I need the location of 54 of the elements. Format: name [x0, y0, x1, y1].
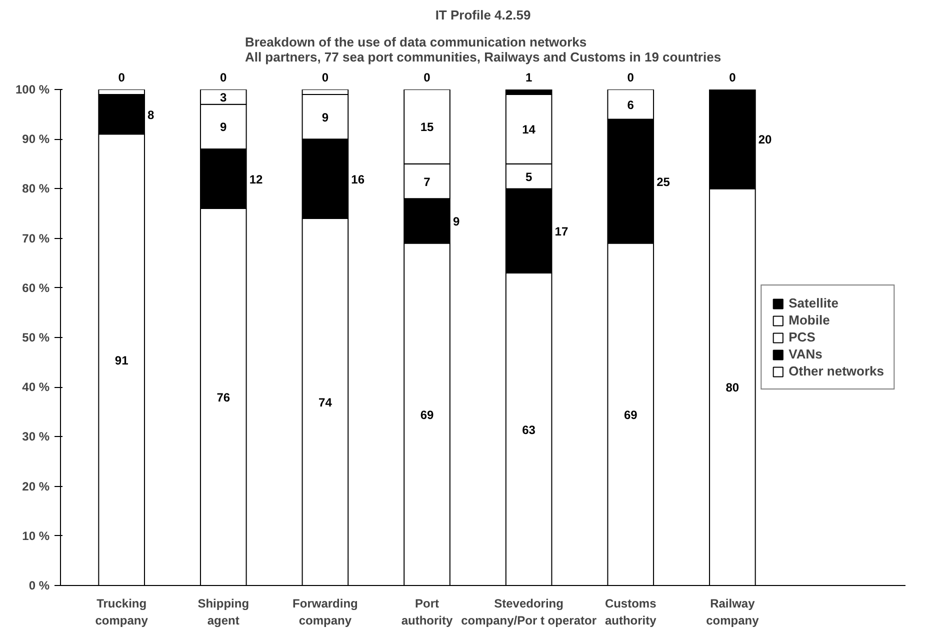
x-tick-label: Stevedoring company/Por t operator	[461, 596, 597, 628]
x-tick-label: Trucking company	[95, 596, 148, 628]
data-label: 8	[148, 108, 155, 122]
legend-label: Other networks	[788, 364, 884, 378]
x-tick-label: Customs authority	[604, 596, 657, 628]
legend-label: PCS	[788, 330, 816, 344]
x-tick-label: Shipping agent	[198, 596, 250, 628]
data-label: 25	[656, 174, 670, 189]
data-label: 7	[424, 174, 431, 189]
y-tick-label: 40 %	[22, 380, 50, 394]
y-tick-label: 10 %	[22, 528, 50, 543]
legend-label: VANs	[788, 346, 822, 362]
data-label: 0	[627, 70, 634, 84]
y-tick-label: 60 %	[22, 280, 50, 295]
data-label: 0	[424, 70, 431, 84]
legend-label: Satellite	[788, 296, 838, 310]
data-label: 80	[726, 380, 740, 395]
data-label: 69	[420, 408, 434, 422]
data-label: 15	[420, 120, 434, 134]
y-tick-label: 20 %	[22, 479, 50, 494]
data-label: 14	[522, 122, 536, 137]
chart-subtitle: Breakdown of the use of data communication networks All partners, 77 sea port communities, Railways and Customs in 19 countries	[244, 34, 722, 64]
data-label: 69	[624, 408, 638, 422]
x-tick-label: Railway company	[706, 596, 760, 628]
data-label: 9	[322, 110, 329, 124]
data-label: 20	[758, 132, 772, 147]
y-tick-label: 0 %	[28, 578, 50, 592]
data-label: 1	[525, 70, 532, 84]
data-label: 16	[351, 172, 365, 186]
data-label: 74	[318, 395, 332, 410]
data-label: 9	[220, 120, 228, 134]
chart-title: IT Profile 4.2.59	[435, 8, 531, 22]
y-tick-label: 90 %	[22, 132, 50, 146]
data-label: 76	[216, 390, 230, 405]
y-tick-label: 30 %	[22, 430, 50, 444]
data-label: 17	[554, 224, 568, 238]
data-label: 0	[118, 70, 126, 84]
data-label: 6	[627, 98, 634, 112]
data-label: 0	[322, 70, 329, 84]
data-label: 0	[220, 70, 228, 84]
data-label: 91	[114, 353, 129, 368]
legend-label: Mobile	[788, 312, 830, 328]
data-label: 63	[522, 422, 536, 437]
data-label: 5	[525, 170, 532, 184]
x-tick-label: Forwarding company	[292, 596, 358, 628]
data-label: 0	[729, 70, 736, 84]
y-tick-label: 50 %	[22, 330, 50, 344]
data-label: 9	[452, 214, 460, 228]
y-tick-label: 80 %	[22, 182, 50, 196]
y-tick-label: 100 %	[15, 82, 50, 96]
data-label: 3	[220, 90, 228, 104]
data-label: 12	[249, 172, 264, 186]
x-tick-label: Port authority	[401, 596, 453, 628]
y-tick-label: 70 %	[22, 231, 50, 246]
